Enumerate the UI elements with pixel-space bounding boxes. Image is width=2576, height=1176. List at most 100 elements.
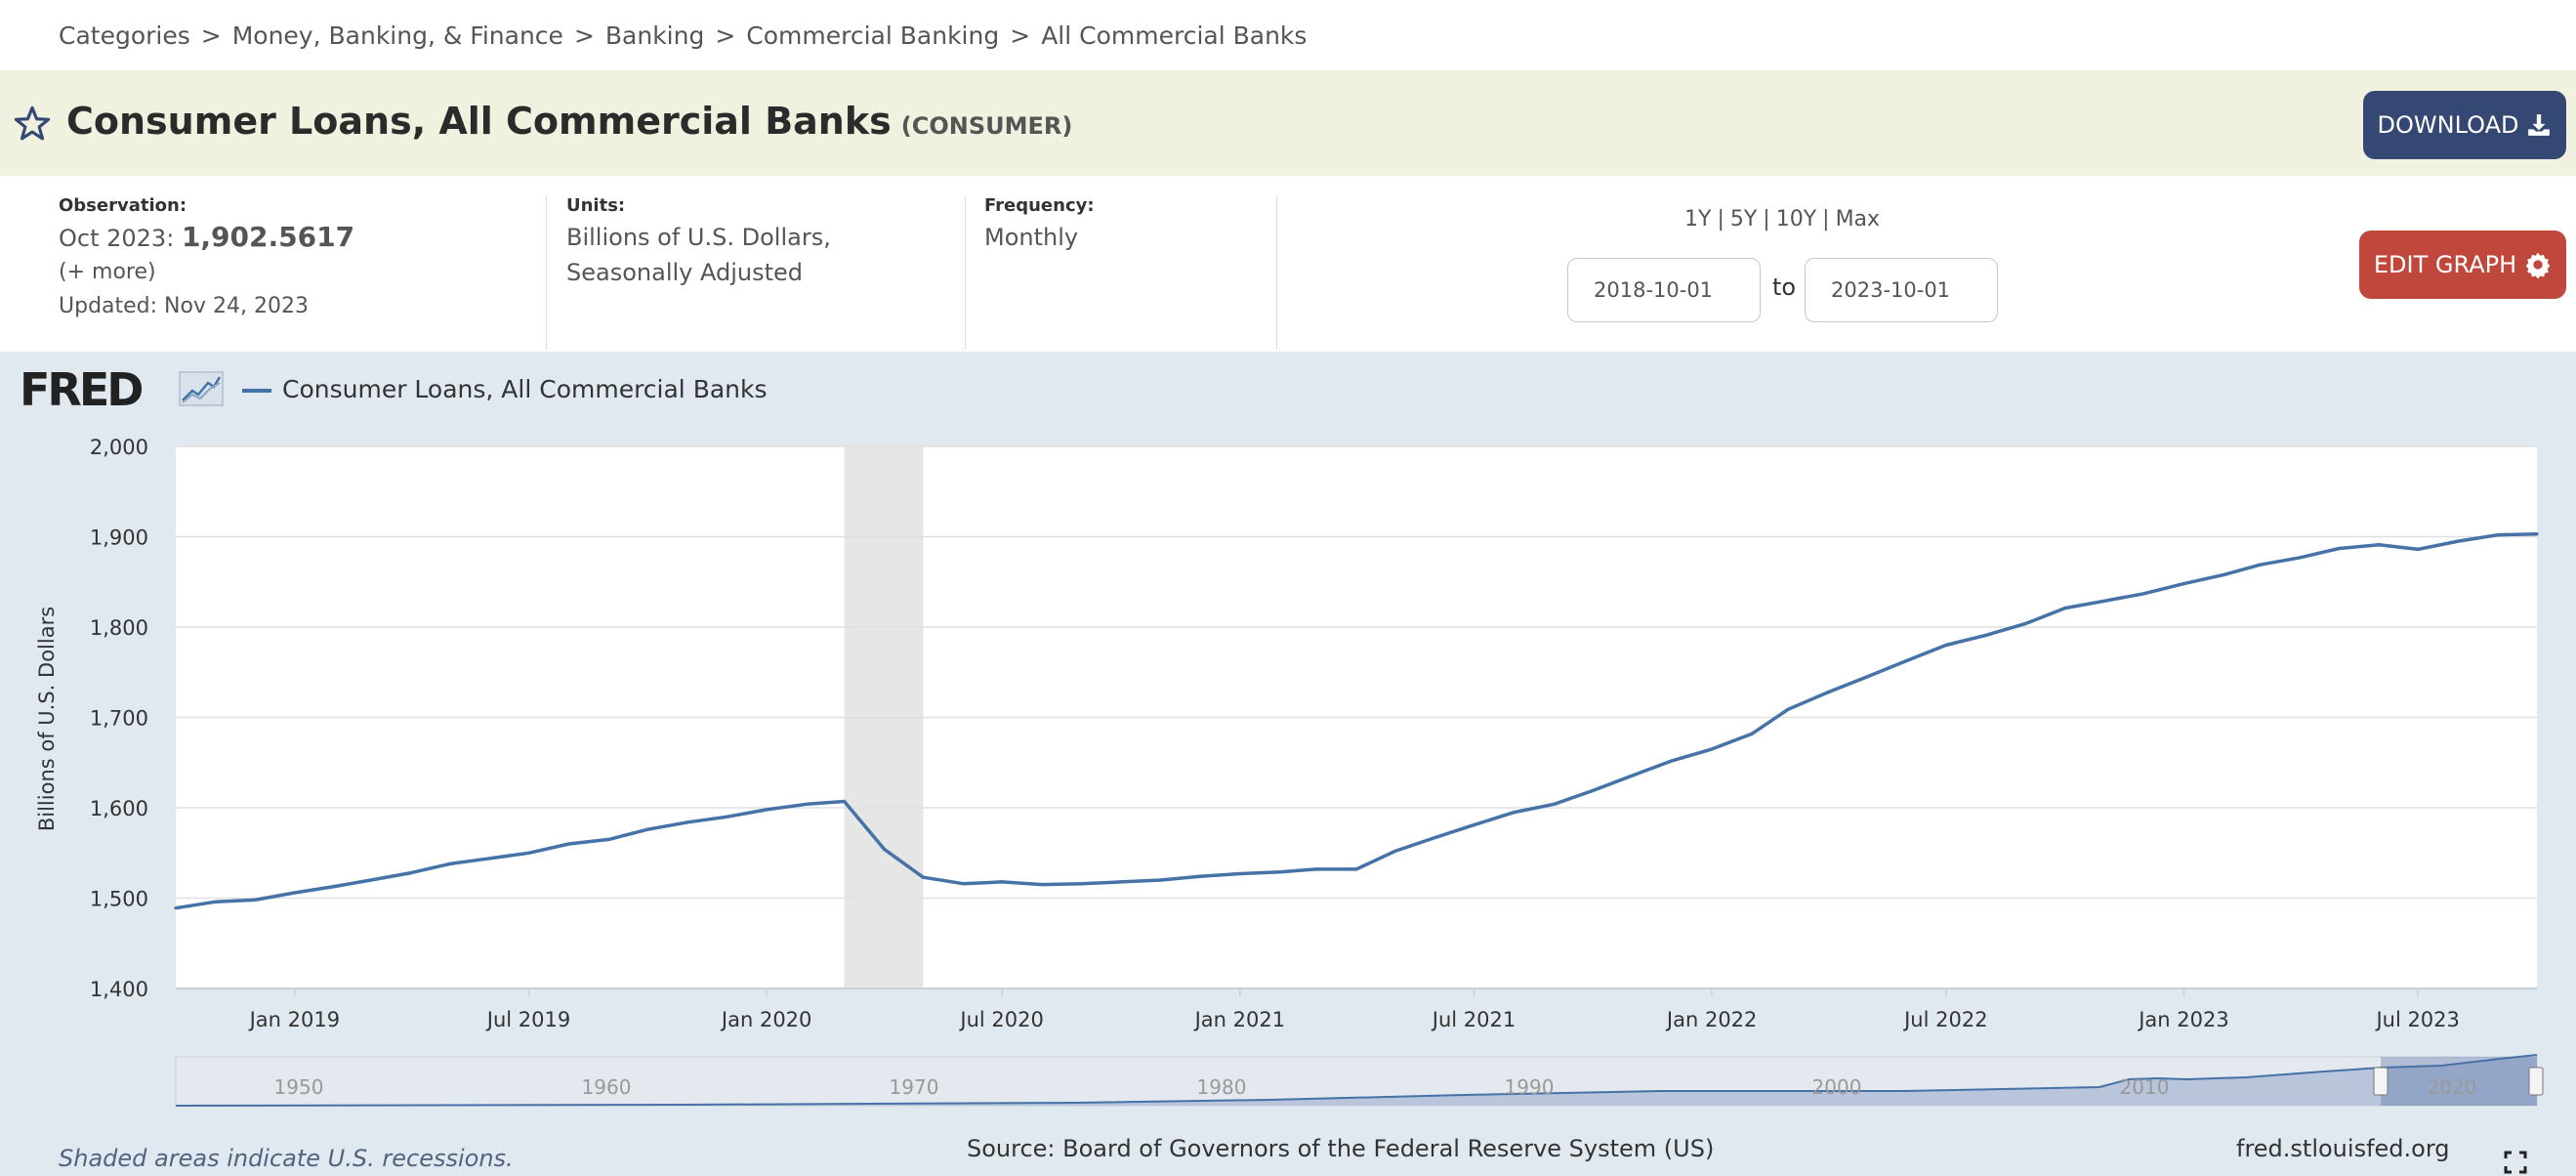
range-1y[interactable]: 1Y — [1684, 207, 1712, 231]
data-point — [2103, 599, 2107, 603]
divider — [546, 195, 547, 350]
edit-graph-button[interactable]: EDIT GRAPH — [2359, 231, 2566, 299]
data-point — [765, 808, 769, 812]
data-point — [2496, 533, 2500, 537]
navigator-year-label: 1980 — [1197, 1075, 1247, 1099]
breadcrumb-link[interactable]: Commercial Banking — [746, 21, 1000, 50]
breadcrumb-link[interactable]: Categories — [59, 21, 190, 50]
x-tick-label: Jan 2021 — [1193, 1008, 1286, 1031]
navigator-year-label: 1960 — [582, 1075, 632, 1099]
graph-panel: 1,400 1,500 1,600 1,700 1,800 1,900 2,000 Jan … — [0, 352, 2576, 1176]
data-point — [1472, 822, 1476, 827]
observation-label: Observation: — [59, 195, 187, 216]
data-point — [2377, 543, 2382, 547]
range-max[interactable]: Max — [1835, 207, 1881, 231]
y-tick-label: 1,800 — [90, 616, 148, 640]
site-link[interactable]: fred.stlouisfed.org — [2236, 1135, 2450, 1162]
frequency-block: Frequency: Monthly — [984, 195, 1095, 255]
breadcrumb-separator: > — [1010, 21, 1031, 50]
to-label: to — [1772, 273, 1797, 301]
end-date-input[interactable]: 2023-10-01 — [1805, 258, 1998, 322]
data-point — [333, 884, 337, 889]
data-point — [2181, 582, 2186, 586]
data-point — [1000, 880, 1004, 884]
observation-block: Observation: Oct 2023: 1,902.5617 (+ mor… — [59, 195, 354, 324]
breadcrumb-separator: > — [573, 21, 595, 50]
breadcrumb: Categories > Money, Banking, & Finance > Ban… — [59, 16, 1307, 55]
units-line2: Seasonally Adjusted — [566, 259, 804, 286]
more-observations-link[interactable]: (+ more) — [59, 260, 156, 284]
navigator-year-label: 2020 — [2428, 1075, 2477, 1099]
breadcrumb-link[interactable]: Banking — [604, 21, 705, 50]
data-point — [1159, 878, 1163, 882]
range-10y[interactable]: 10Y — [1775, 207, 1817, 231]
navigator-year-label: 1970 — [890, 1075, 939, 1099]
navigator-selection[interactable] — [2381, 1057, 2537, 1106]
navigator-left-handle[interactable] — [2373, 1067, 2389, 1096]
data-point — [2535, 532, 2539, 536]
divider — [965, 195, 966, 350]
data-point — [1080, 882, 1084, 886]
data-point — [409, 871, 413, 875]
x-tick-label: Jul 2021 — [1431, 1008, 1516, 1031]
data-point — [214, 900, 218, 903]
breadcrumb-link[interactable]: All Commercial Banks — [1041, 21, 1308, 50]
data-point — [1984, 633, 1988, 637]
star-icon[interactable] — [12, 104, 53, 145]
navigator-series-line — [175, 1054, 2538, 1107]
data-point — [526, 851, 531, 855]
data-point — [1631, 774, 1635, 777]
time-navigator[interactable]: 1950 1960 1970 1980 1990 2000 2010 2020 — [175, 1054, 2544, 1107]
x-tick-label: Jan 2022 — [1665, 1008, 1758, 1031]
units-label: Units: — [566, 195, 626, 216]
data-point — [1553, 802, 1557, 806]
navigator-year-label: 1990 — [1505, 1075, 1555, 1099]
x-tick-label: Jul 2022 — [1902, 1008, 1987, 1031]
line-chart: 1,400 1,500 1,600 1,700 1,800 1,900 2,000 Jan … — [35, 436, 2544, 1107]
source-note: Source: Board of Governors of the Federa… — [967, 1135, 1715, 1162]
data-point — [1314, 867, 1318, 871]
y-tick-label: 1,500 — [90, 888, 148, 911]
download-button[interactable]: DOWNLOAD — [2363, 91, 2566, 159]
data-point — [1826, 691, 1830, 694]
data-point — [2063, 606, 2067, 610]
x-tick-label: Jan 2023 — [2137, 1008, 2229, 1031]
start-date-input[interactable]: 2018-10-01 — [1567, 258, 1761, 322]
data-point — [253, 898, 257, 902]
y-axis-label: Billions of U.S. Dollars — [35, 607, 59, 831]
fred-logo: FRED — [20, 363, 144, 416]
legend-label: Consumer Loans, All Commercial Banks — [282, 375, 768, 403]
title-bar: Consumer Loans, All Commercial Banks (CON… — [0, 70, 2576, 176]
navigator-series-area — [176, 1055, 2537, 1106]
navigator-year-label: 2010 — [2120, 1075, 2170, 1099]
legend-swatch — [242, 389, 271, 393]
range-5y[interactable]: 5Y — [1729, 207, 1758, 231]
data-point — [1393, 849, 1397, 853]
fullscreen-icon[interactable] — [2504, 1151, 2527, 1174]
navigator-right-handle[interactable] — [2528, 1067, 2544, 1096]
data-point — [448, 861, 452, 865]
data-point — [1944, 643, 1948, 648]
data-point — [1354, 867, 1358, 871]
breadcrumb-link[interactable]: Money, Banking, & Finance — [231, 21, 563, 50]
data-point — [1512, 811, 1517, 815]
download-icon — [2528, 114, 2551, 136]
navigator-year-label: 2000 — [1812, 1075, 1862, 1099]
data-point — [686, 820, 689, 824]
data-point — [2141, 592, 2146, 596]
data-point — [369, 878, 373, 882]
data-point — [607, 837, 611, 841]
data-point — [2337, 546, 2341, 551]
y-tick-label: 1,600 — [90, 797, 148, 820]
y-tick-label: 1,900 — [90, 526, 148, 550]
data-point — [1198, 874, 1202, 878]
data-point — [293, 891, 297, 895]
data-point — [2259, 563, 2263, 567]
data-point — [1119, 880, 1123, 884]
data-point — [2024, 621, 2028, 625]
y-tick-label: 2,000 — [90, 436, 148, 459]
gear-icon — [2525, 252, 2551, 278]
data-point — [1238, 871, 1242, 876]
units-line1: Billions of U.S. Dollars, — [566, 224, 831, 251]
units-block: Units: Billions of U.S. Dollars, Seasona… — [566, 195, 831, 290]
